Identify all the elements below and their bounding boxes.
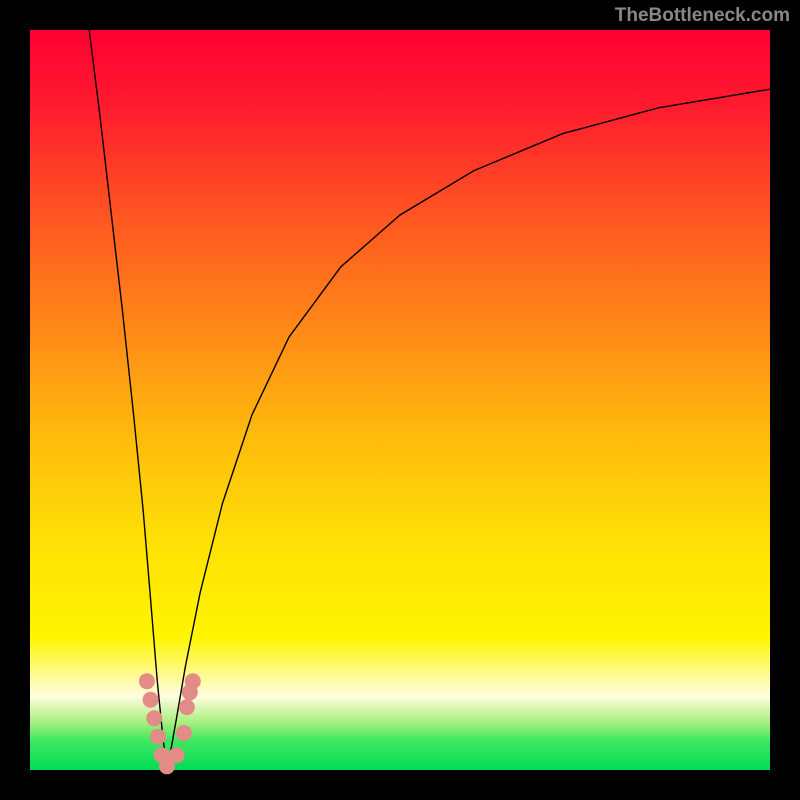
watermark-text: TheBottleneck.com bbox=[615, 5, 790, 27]
data-marker bbox=[139, 673, 155, 689]
chart-svg bbox=[0, 0, 800, 800]
data-marker bbox=[143, 692, 159, 708]
plot-background bbox=[30, 30, 770, 770]
data-marker bbox=[185, 673, 201, 689]
data-marker bbox=[176, 725, 192, 741]
data-marker bbox=[179, 699, 195, 715]
chart-container: TheBottleneck.com bbox=[0, 0, 800, 800]
data-marker bbox=[146, 710, 162, 726]
data-marker bbox=[169, 747, 185, 763]
data-marker bbox=[150, 729, 166, 745]
